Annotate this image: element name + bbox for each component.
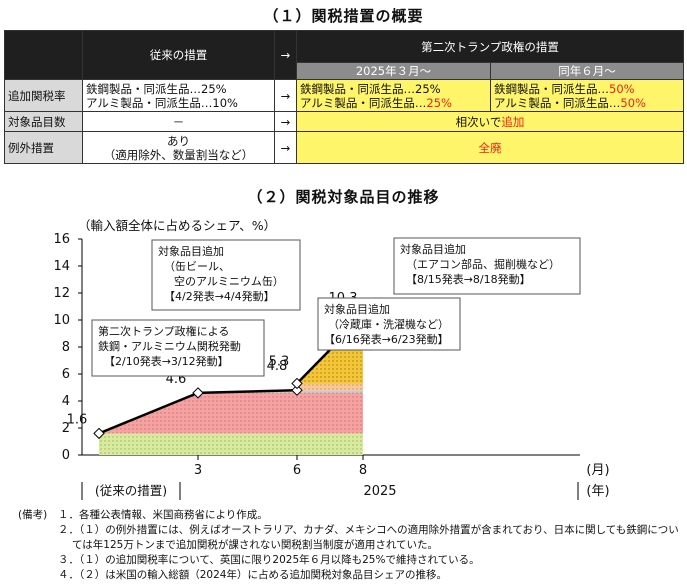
note-item: １．各種公表情報、米国商務省により作成。 — [58, 509, 268, 521]
layer-steel-aluminum — [99, 392, 363, 434]
annotation-line: 空のアルミニウム缶） — [174, 274, 284, 288]
row-label: 追加関税率 — [4, 79, 83, 112]
value-label: 5.3 — [269, 354, 290, 369]
cell-new-count: 相次いで追加 — [296, 111, 684, 132]
annotation-line: （缶ビール、 — [164, 259, 230, 273]
value-label: 1.6 — [67, 412, 88, 427]
row-arrow: → — [274, 111, 297, 132]
y-tick-label: 6 — [62, 367, 70, 382]
row-exceptions: 例外措置 あり （適用除外、数量割当など） → 全廃 — [4, 131, 684, 164]
row-additional-tariff: 追加関税率 鉄鋼製品・同派生品…25% アルミ製品・同派生品…10% → 鉄鋼製… — [4, 79, 684, 112]
data-point — [291, 384, 303, 396]
row-item-count: 対象品目数 － → 相次いで追加 — [4, 111, 684, 132]
header-new-measures: 第二次トランプ政権の措置 — [296, 30, 684, 63]
row-arrow: → — [274, 131, 297, 164]
cell-march-rates: 鉄鋼製品・同派生品…25% アルミ製品・同派生品…25% — [296, 79, 491, 112]
cell-new-exceptions: 全廃 — [296, 131, 684, 164]
row-label: 例外措置 — [4, 131, 83, 164]
y-tick-label: 2 — [62, 421, 70, 436]
annotation-line: 鉄鋼・アルミニウム関税発動 — [98, 339, 241, 353]
notes-label: (備考) — [18, 509, 48, 521]
cell-prev-rates: 鉄鋼製品・同派生品…25% アルミ製品・同派生品…10% — [82, 79, 275, 112]
annotation-line: 【6/16発表→6/23発動】 — [324, 332, 449, 346]
x-category-prev: (従来の措置) — [95, 483, 167, 498]
header-previous-measures: 従来の措置 — [82, 30, 275, 80]
annotation-line: （エアコン部品、掘削機など） — [406, 257, 560, 271]
header-june-2025: 同年６月～ — [490, 62, 684, 80]
y-tick-label: 8 — [62, 340, 70, 355]
value-label: 4.8 — [267, 359, 288, 374]
header-corner — [4, 30, 83, 80]
data-point — [291, 377, 303, 390]
cell-prev-exceptions: あり （適用除外、数量割当など） — [82, 131, 275, 164]
annotation-box: 対象品目追加（冷蔵庫・洗濯機など）【6/16発表→6/23発動】 — [317, 297, 461, 351]
cell-prev-count: － — [82, 111, 275, 132]
x-tick-label: 8 — [359, 463, 367, 478]
layer-appliances — [297, 383, 363, 391]
row-label: 対象品目数 — [4, 111, 83, 132]
tariff-share-chart: （輸入額全体に占めるシェア、%）02468101214161.64.64.85.… — [53, 218, 610, 500]
y-tick-label: 4 — [62, 394, 70, 409]
annotation-line: 対象品目追加 — [324, 302, 390, 316]
annotation-line: 第二次トランプ政権による — [98, 324, 229, 338]
y-axis-title: （輸入額全体に占めるシェア、%） — [78, 218, 276, 233]
annotation-line: 【2/10発表→3/12発動】 — [104, 354, 229, 368]
cell-june-rates: 鉄鋼製品・同派生品…50% アルミ製品・同派生品…50% — [490, 79, 684, 112]
note-item: ２．（１）の例外措置には、例えばオーストラリア、カナダ、メキシコへの適用除外措置… — [58, 524, 679, 551]
annotation-box: 対象品目追加（エアコン部品、掘削機など）【8/15発表→8/18発動】 — [393, 237, 581, 295]
y-tick-label: 10 — [53, 313, 70, 328]
row-arrow: → — [274, 79, 297, 112]
y-tick-label: 14 — [53, 259, 70, 274]
y-tick-label: 16 — [53, 232, 70, 247]
annotation-line: （冷蔵庫・洗濯機など） — [328, 317, 449, 331]
x-unit-month: (月) — [586, 463, 609, 478]
annotation-line: 対象品目追加 — [158, 244, 224, 258]
y-tick-label: 0 — [62, 448, 70, 463]
annotation-line: 【8/15発表→8/18発動】 — [406, 272, 531, 286]
data-point — [192, 387, 204, 399]
tariff-measures-table: 従来の措置 → 第二次トランプ政権の措置 2025年３月～ 同年６月～ 追加関税… — [4, 30, 684, 164]
data-point — [93, 427, 105, 440]
annotation-line: 対象品目追加 — [400, 242, 466, 256]
x-year-label: 2025 — [363, 484, 396, 499]
note-item: ３．（１）の追加関税率について、英国に限り2025年６月以降も25%で維持されて… — [58, 554, 480, 566]
header-arrow: → — [274, 30, 297, 80]
header-march-2025: 2025年３月～ — [296, 62, 491, 80]
annotation-line: 【4/2発表→4/4発動】 — [164, 289, 275, 303]
x-tick-label: 3 — [194, 463, 202, 478]
section2-title: （２）関税対象品目の推移 — [247, 188, 440, 206]
section1-title: （１）関税措置の概要 — [263, 7, 424, 25]
note-item: ４．（２）は米国の輸入総額（2024年）に占める追加関税対象品目シェアの推移。 — [58, 569, 447, 581]
annotation-box: 対象品目追加（缶ビール、空のアルミニウム缶）【4/2発表→4/4発動】 — [151, 239, 301, 311]
y-tick-label: 12 — [53, 286, 70, 301]
x-tick-label: 6 — [293, 463, 301, 478]
x-unit-year: (年) — [586, 484, 609, 499]
notes: (備考) １．各種公表情報、米国商務省により作成。 ２．（１）の例外措置には、例… — [18, 508, 686, 583]
layer-prev-measures — [99, 433, 363, 455]
